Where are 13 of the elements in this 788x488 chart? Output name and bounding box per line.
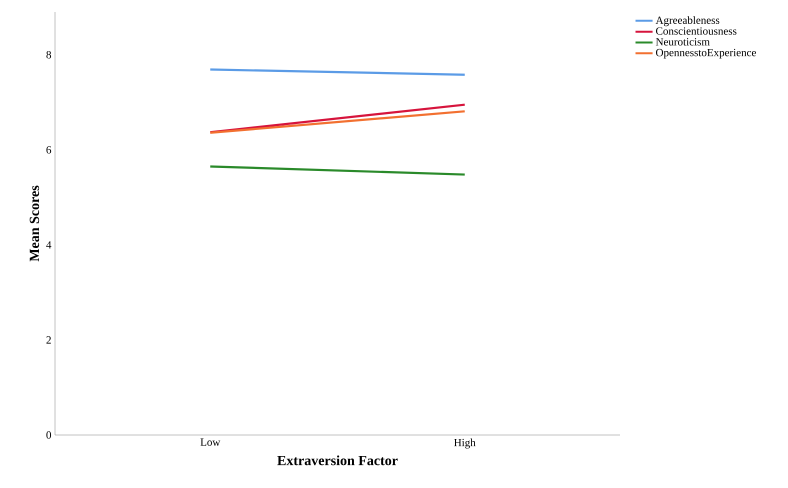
y-tick-label: 2: [46, 336, 51, 344]
y-tick-label: 4: [46, 241, 52, 249]
x-tick-label: High: [454, 438, 476, 449]
legend-label: Neuroticism: [656, 38, 710, 46]
y-tick-label: 8: [46, 51, 52, 58]
y-tick-label: 0: [46, 431, 52, 439]
legend-label: Agreeableness: [656, 16, 720, 26]
x-tick-label: Low: [200, 438, 220, 446]
x-axis-title: Extraversion Factor: [277, 455, 398, 466]
y-tick-label: 6: [46, 146, 52, 154]
legend-label: Conscientiousness: [656, 27, 736, 35]
legend-label: OpennesstoExperience: [656, 48, 756, 59]
y-axis-title: Mean Scores: [30, 186, 40, 262]
